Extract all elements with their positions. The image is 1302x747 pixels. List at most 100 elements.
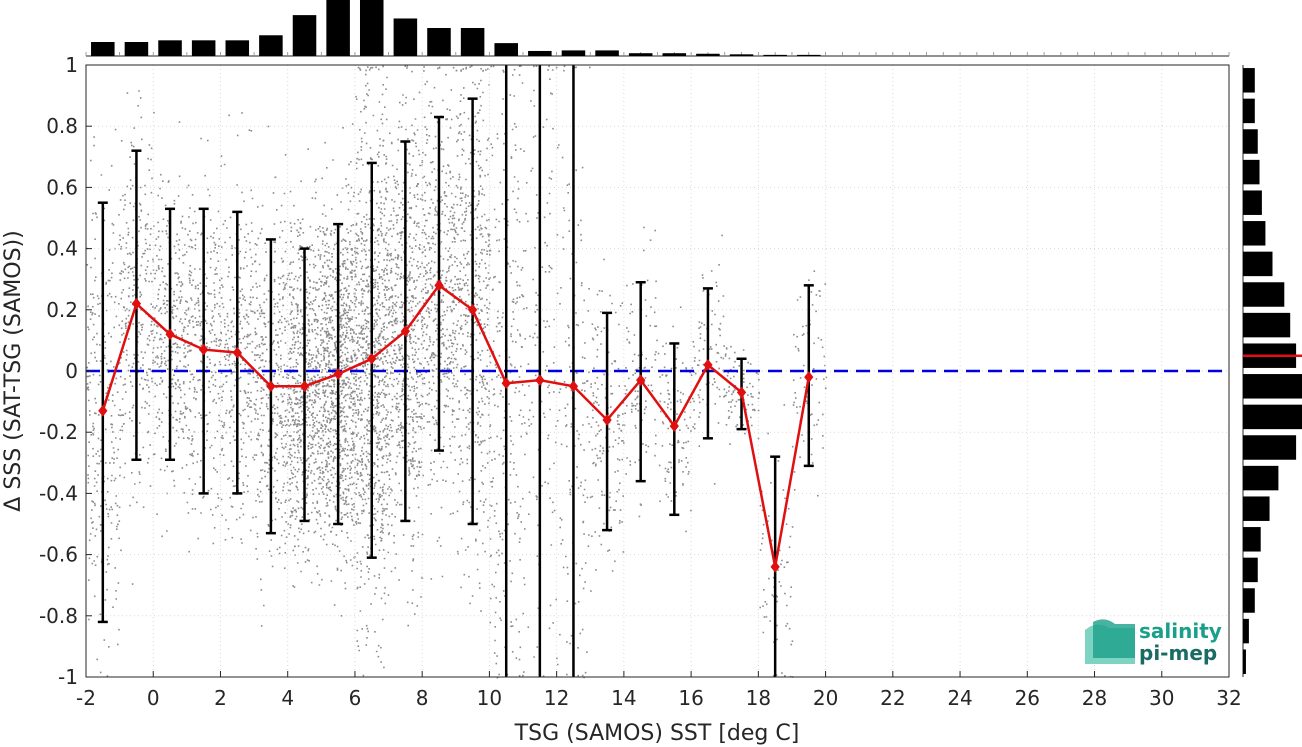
mean-point [165,328,175,341]
x-tick-label: 30 [1149,686,1174,710]
right-hist-bar [1243,159,1260,185]
mean-point [804,371,814,383]
right-hist-bar [1243,496,1270,521]
mean-point [367,352,377,365]
mean-point [501,377,511,390]
y-tick-label: 1 [65,53,78,77]
x-tick-label: 6 [349,686,362,710]
mean-point [434,279,444,292]
x-tick-label: 2 [214,686,227,710]
y-tick-label: 0.4 [46,237,78,261]
right-hist-bar [1243,527,1261,552]
mean-curve [101,283,811,568]
x-tick-label: 26 [1015,686,1040,710]
x-tick-label: 28 [1082,686,1107,710]
x-tick-label: -2 [76,686,96,710]
top-hist-bar [427,28,451,56]
mean-point [669,420,679,432]
x-tick-label: 0 [147,686,160,710]
x-tick-label: 8 [416,686,429,710]
y-tick-label: -0.4 [39,481,78,505]
x-tick-label: 10 [477,686,502,710]
x-tick-label: 22 [880,686,905,710]
y-tick-label: 0.6 [46,175,78,199]
top-hist-bar [225,40,250,56]
top-hist-bar [359,0,384,56]
top-hist-bar [292,15,317,57]
top-hist-bar [595,50,619,56]
right-hist-bar [1243,190,1262,215]
top-hist-bar [393,18,418,56]
y-tick-label: -0.2 [39,420,78,444]
mean-point [131,297,142,310]
top-hist-bar [191,40,216,56]
top-hist-bar [797,54,821,56]
right-hist-bar [1243,435,1297,460]
x-tick-label: 16 [678,686,703,710]
top-hist-bar [124,42,149,56]
mean-point [199,343,209,356]
mean-point [266,380,276,393]
mean-point [770,561,780,573]
top-hist-bar [662,53,687,56]
y-tick-label: -0.6 [39,543,78,567]
logo-line2: pi-mep [1139,641,1217,665]
top-hist-bar [259,35,283,56]
top-hist-bar [494,43,518,56]
right-hist-bar [1243,251,1273,277]
top-hist-bar [158,40,182,56]
right-hist-bar [1243,68,1255,93]
x-tick-label: 12 [544,686,569,710]
x-tick-label: 14 [611,686,636,710]
right-histogram [1242,65,1302,677]
mean-point [535,374,545,386]
main-plot: -2 0 2 4 6 8 10 12 14 16 18 20 22 24 26 28 30 32 -1-0.8-0… [39,53,1242,710]
mean-point [736,386,747,399]
x-tick-label: 18 [746,686,771,710]
y-axis-label: Δ SSS (SAT-TSG (SAMOS)) [1,230,26,511]
top-hist-bar [729,54,754,56]
x-tick-label: 24 [947,686,972,710]
y-tick-label: 0.2 [46,298,78,322]
top-hist-bar [528,50,552,56]
x-tick-label: 4 [281,686,294,710]
right-hist-bar [1243,282,1285,307]
right-hist-bar [1243,557,1258,583]
top-hist-bar [696,53,720,56]
y-axis-ticks: -1 -0.8 -0.6 -0.4 -0.2 0 0.2 0.4 0.6 0.8 1 [39,53,92,689]
y-tick-label: -1 [58,665,78,689]
right-hist-bar [1243,649,1246,674]
y-tick-label: 0.8 [46,114,78,138]
top-hist-bar [460,28,485,56]
top-hist-bar [763,54,787,56]
salinity-pi-mep-logo: salinity pi-mep [1085,619,1222,665]
mean-point [299,380,310,393]
y-tick-label: 0 [65,359,78,383]
right-hist-bar [1243,618,1249,644]
logo-wave-icon-2 [1093,619,1135,658]
logo-line1: salinity [1139,619,1222,643]
mean-point [400,325,411,338]
mean-point [467,303,478,316]
x-axis-ticks: -2 0 2 4 6 8 10 12 14 16 18 20 22 24 26 28 30 32 [76,671,1242,710]
right-hist-bar [1243,374,1302,399]
scatter-cloud [86,65,828,679]
mean-point [568,380,579,393]
right-hist-bar [1243,465,1279,491]
mean-point [232,346,242,359]
y-tick-label: -0.8 [39,604,78,628]
x-axis-label: TSG (SAMOS) SST [deg C] [514,721,800,746]
mean-point [98,404,108,417]
x-tick-label: 20 [813,686,838,710]
mean-point [636,374,646,386]
right-hist-bar [1243,221,1266,246]
mean-point [602,414,612,426]
x-tick-label: 32 [1216,686,1241,710]
top-hist-bar [628,53,653,56]
top-histogram [85,0,1230,57]
mean-point [703,359,713,371]
right-hist-bar [1243,129,1258,154]
right-hist-bar [1243,312,1291,338]
top-hist-bar [326,0,350,56]
